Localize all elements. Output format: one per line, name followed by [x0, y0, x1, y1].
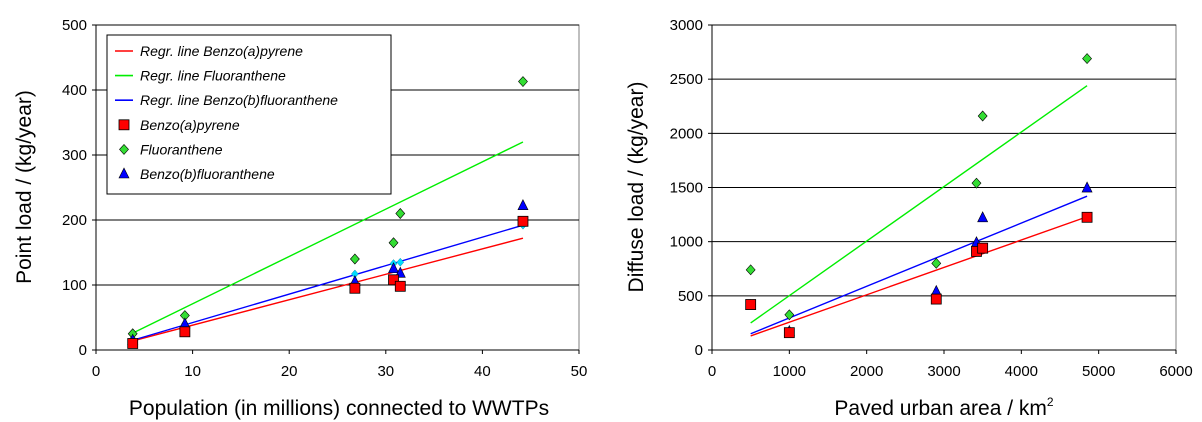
legend-label: Fluoranthene — [140, 141, 223, 157]
y-tick-label: 500 — [62, 17, 87, 34]
regression-line — [750, 85, 1088, 324]
legend-box — [106, 34, 392, 195]
y-tick-label: 300 — [62, 147, 87, 164]
regression-line — [132, 237, 524, 342]
legend-marker-swatch — [118, 119, 130, 131]
x-tick-label: 3000 — [927, 363, 960, 380]
x-tick-label: 4000 — [1005, 363, 1038, 380]
regression-line — [132, 224, 524, 341]
x-tick-label: 0 — [92, 363, 100, 380]
x-tick-label: 30 — [377, 363, 394, 380]
x-tick-label: 50 — [571, 363, 588, 380]
x-tick-label: 6000 — [1159, 363, 1192, 380]
data-point-diamond — [388, 237, 399, 249]
x-axis-title: Paved urban area / km2 — [834, 395, 1053, 420]
regression-line — [132, 141, 524, 334]
data-point-square — [977, 242, 989, 254]
y-tick-label: 1000 — [670, 234, 703, 251]
data-point-diamond — [784, 309, 795, 321]
data-point-square — [745, 299, 757, 310]
x-tick-label: 2000 — [850, 363, 883, 380]
data-point-diamond — [518, 76, 528, 87]
legend-label: Benzo(a)pyrene — [140, 117, 240, 133]
data-point-diamond — [931, 257, 942, 269]
data-point-diamond — [745, 264, 756, 276]
x-tick-label: 20 — [281, 363, 298, 380]
diffuse-load-chart: Diffuse load / (kg/year) Paved urban are… — [625, 17, 1193, 420]
legend-marker-swatch — [119, 143, 129, 155]
data-point-triangle — [1081, 181, 1093, 193]
y-tick-label: 2500 — [670, 71, 703, 88]
x-tick-label: 10 — [184, 363, 201, 380]
data-point-triangle — [977, 211, 989, 223]
y-tick-label: 3000 — [670, 17, 703, 34]
x-axis-title-text: Paved urban area / km — [834, 397, 1046, 420]
x-axis-title-superscript: 2 — [1047, 395, 1054, 409]
legend-label: Benzo(b)fluoranthene — [140, 166, 275, 182]
y-axis-title: Diffuse load / (kg/year) — [625, 82, 648, 293]
y-tick-label: 200 — [62, 212, 87, 229]
y-axis-title: Point load / (kg/year) — [13, 90, 36, 284]
regression-line — [750, 195, 1088, 335]
y-tick-label: 400 — [62, 82, 87, 99]
data-point-square — [930, 293, 942, 305]
data-point-square — [179, 326, 191, 338]
x-tick-label: 0 — [708, 363, 716, 380]
y-tick-label: 1500 — [670, 180, 703, 197]
y-tick-label: 0 — [79, 342, 87, 359]
y-tick-label: 100 — [62, 277, 87, 294]
data-point-square — [127, 338, 139, 349]
data-point-diamond — [977, 110, 988, 122]
x-tick-label: 5000 — [1082, 363, 1115, 380]
data-point-square — [394, 280, 406, 292]
legend-label: Regr. line Benzo(a)pyrene — [140, 43, 303, 59]
y-tick-label: 2000 — [670, 125, 703, 142]
data-point-triangle — [517, 199, 529, 210]
y-tick-label: 500 — [678, 288, 703, 305]
regression-line — [750, 216, 1088, 337]
data-point-square — [1081, 211, 1093, 223]
data-point-square — [388, 274, 399, 286]
data-point-diamond — [349, 253, 360, 265]
x-tick-label: 1000 — [773, 363, 806, 380]
data-point-triangle — [388, 262, 400, 274]
legend-label: Regr. line Benzo(b)fluoranthene — [140, 92, 338, 108]
x-tick-label: 40 — [474, 363, 491, 380]
data-point-square — [517, 215, 529, 227]
data-point-square — [349, 282, 361, 294]
y-tick-label: 0 — [695, 342, 703, 359]
point-load-chart: Point load / (kg/year) Population (in mi… — [13, 17, 587, 420]
data-point-square — [783, 327, 795, 339]
data-point-diamond — [1082, 53, 1092, 65]
legend-marker-swatch — [118, 167, 130, 179]
x-axis-title: Population (in millions) connected to WW… — [129, 397, 549, 420]
data-point-diamond — [395, 208, 406, 219]
data-point-diamond — [971, 177, 982, 189]
legend-label: Regr. line Fluoranthene — [140, 68, 286, 84]
data-point-smalldiamond — [396, 257, 405, 267]
